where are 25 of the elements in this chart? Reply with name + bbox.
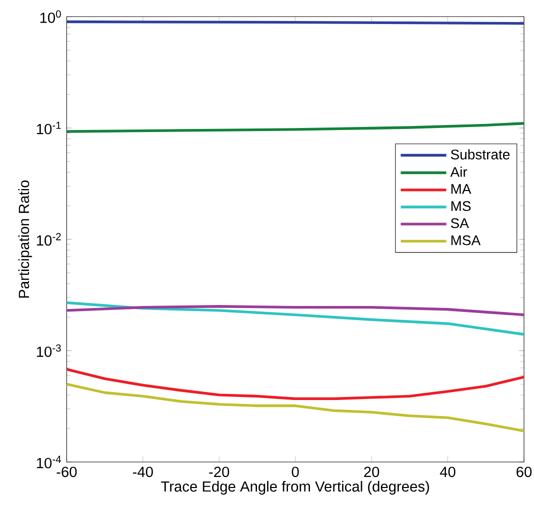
x-axis-title: Trace Edge Angle from Vertical (degrees): [161, 480, 430, 495]
x-tick-label: 60: [516, 466, 532, 478]
x-tick-label: 20: [364, 466, 380, 478]
y-tick-label: 10$^{-2}$: [36, 233, 61, 246]
y-axis-title: Participation Ratio: [18, 180, 32, 298]
line-series: [66, 305, 524, 316]
x-tick-label: -60: [56, 466, 77, 478]
x-tick-label: -40: [132, 466, 153, 478]
line-series: [66, 122, 524, 133]
line-series: [66, 368, 524, 400]
legend-label: MA: [451, 184, 472, 194]
y-tick-label: 10$^{0}$: [40, 10, 61, 23]
y-tick-label: 10$^{-4}$: [36, 456, 61, 468]
x-tick-label: 0: [292, 466, 299, 478]
legend-label: Air: [450, 166, 468, 177]
line-series: [66, 382, 524, 432]
y-tick-label: 10$^{-1}$: [36, 122, 61, 134]
legend-label: SA: [450, 218, 469, 228]
legend-label: MS: [451, 201, 471, 212]
y-tick-label: 10$^{-3}$: [36, 344, 61, 357]
line-series: [66, 301, 524, 336]
legend-label: MSA: [451, 235, 481, 246]
x-tick-label: -20: [209, 466, 230, 478]
x-tick-label: 40: [440, 466, 456, 478]
legend-label: Substrate: [450, 149, 510, 160]
